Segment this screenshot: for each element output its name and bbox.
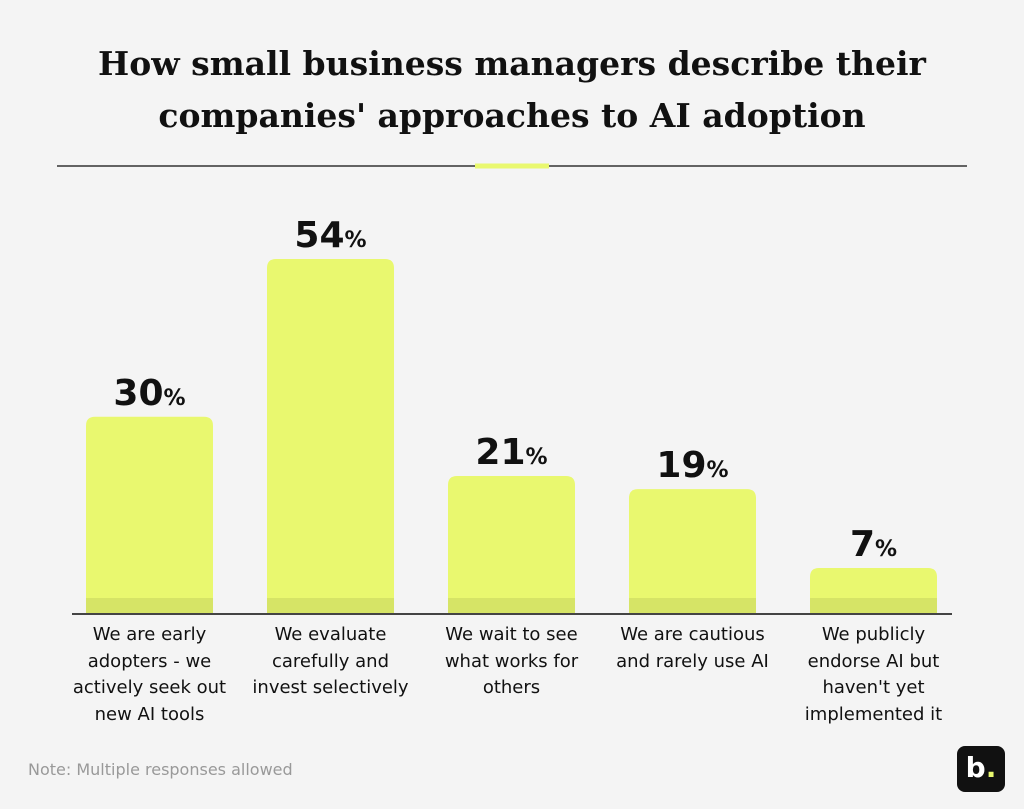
value-label: 19%: [656, 445, 728, 486]
bar-shade: [86, 598, 213, 614]
logo[interactable]: b.: [957, 746, 1005, 792]
note: Note: Multiple responses allowed: [28, 760, 293, 779]
value-label: 54%: [294, 215, 366, 256]
bar: [86, 416, 213, 614]
chart-title: How small business managers describe the…: [98, 44, 926, 135]
bar: [810, 567, 937, 614]
x-tick-label: We evaluate carefully and invest selecti…: [252, 624, 409, 698]
bar-shade: [629, 598, 756, 614]
bar-shade: [810, 598, 937, 614]
value-label: 7%: [850, 524, 897, 565]
value-label: 21%: [475, 432, 547, 473]
x-tick-label: We wait to see what works for others: [444, 624, 579, 698]
bar: [267, 259, 394, 614]
x-tick-label: We publicly endorse AI but haven't yet i…: [804, 624, 943, 725]
x-tick-label: We are cautious and rarely use AI: [616, 624, 769, 672]
bar-shade: [448, 598, 575, 614]
bar-shade: [267, 598, 394, 614]
x-tick-label: We are early adopters - we actively seek…: [72, 624, 227, 725]
value-label: 30%: [113, 373, 185, 414]
bar: [629, 489, 756, 614]
bar: [448, 475, 575, 614]
